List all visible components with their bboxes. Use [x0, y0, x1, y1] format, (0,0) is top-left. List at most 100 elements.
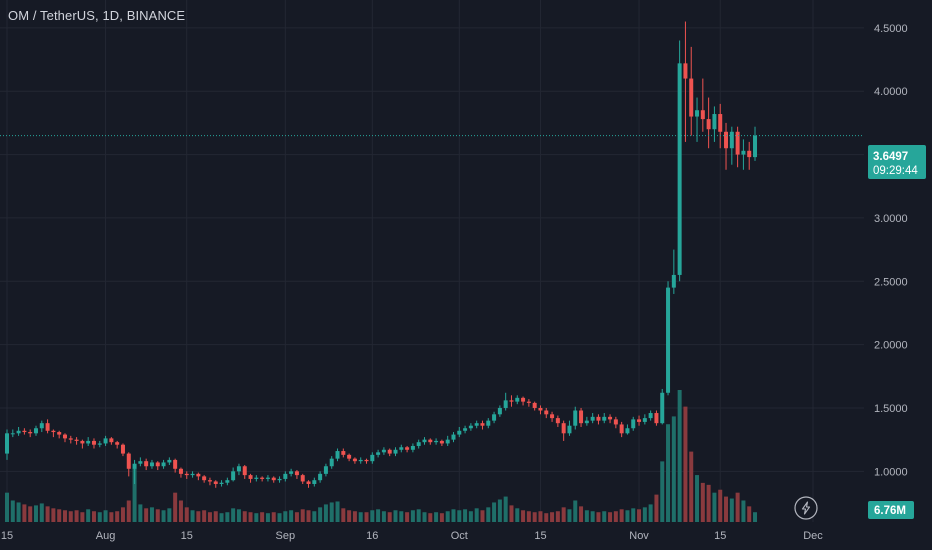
candle [439, 439, 444, 446]
candle-body [289, 471, 294, 474]
candle [329, 456, 334, 469]
volume-bar [323, 504, 328, 522]
symbol-title[interactable]: OM / TetherUS, 1D, BINANCE [8, 8, 186, 23]
candle [376, 449, 381, 458]
candle-body [410, 445, 415, 450]
candle [503, 392, 508, 411]
candle [347, 453, 352, 462]
volume-bar [695, 475, 700, 522]
candle-body [416, 442, 421, 446]
candle [700, 78, 705, 132]
price-axis[interactable]: 4.50004.00003.50003.00002.50002.00001.50… [874, 23, 908, 478]
candle [109, 437, 114, 445]
candle-body [387, 449, 392, 454]
candle [532, 401, 537, 411]
candle-body [283, 473, 288, 479]
y-tick-label: 2.0000 [874, 340, 908, 352]
candle-body [712, 114, 717, 130]
candle [184, 471, 189, 479]
candle [486, 418, 491, 429]
candle [724, 122, 729, 170]
volume-bar [555, 511, 560, 522]
volume-bar [381, 511, 386, 522]
volume-bar [567, 509, 572, 522]
volume-bar [39, 503, 44, 522]
candle [260, 476, 265, 482]
candle-body [521, 397, 526, 402]
candle [271, 476, 276, 483]
volume-bar [74, 510, 79, 522]
volume-bar [22, 504, 27, 522]
candle [555, 415, 560, 427]
candle [155, 461, 160, 471]
candle-body [671, 274, 676, 288]
candle [132, 459, 137, 484]
volume-bar [515, 508, 520, 522]
candle [735, 126, 740, 168]
candle [120, 443, 125, 457]
candle-body [637, 419, 642, 422]
volume-bar [161, 510, 166, 522]
x-tick-label: Oct [451, 530, 468, 542]
candle-body [364, 459, 369, 462]
candle [294, 470, 299, 479]
candle [480, 420, 485, 430]
candle [5, 429, 9, 460]
volume-bar [260, 512, 265, 522]
volume-bar [254, 513, 259, 522]
candle-body [254, 477, 259, 479]
candle-body [149, 462, 154, 467]
candle-body [550, 414, 555, 419]
candle [341, 448, 346, 458]
candle [80, 439, 85, 449]
candle-body [561, 423, 566, 434]
volume-bar [439, 513, 444, 522]
candle [538, 405, 543, 415]
volume-bar [80, 512, 85, 522]
volume-bar [526, 511, 531, 522]
candle [225, 477, 230, 486]
candle-body [80, 440, 85, 444]
y-tick-label: 4.5000 [874, 23, 908, 35]
candle [202, 475, 207, 483]
candle [28, 429, 33, 438]
candle-body [45, 423, 50, 431]
candle [370, 452, 375, 464]
lightning-icon[interactable] [794, 496, 818, 520]
candle-body [718, 114, 723, 132]
volume-bar [492, 502, 497, 522]
candle-body [57, 432, 62, 435]
volume-bar [683, 406, 688, 522]
candle [451, 432, 456, 443]
candle [492, 411, 497, 424]
candle [352, 457, 357, 464]
candle [741, 139, 746, 170]
candle-body [126, 453, 131, 469]
candle [613, 416, 618, 429]
volume-bar [178, 500, 183, 522]
volume-bar [10, 500, 15, 522]
candle [642, 414, 647, 425]
volume-bar [718, 489, 723, 522]
volume-bar [184, 507, 189, 522]
time-axis[interactable]: 15 Aug 15 Sep 16 Oct 15 Nov 15 Dec [1, 530, 823, 542]
candle [434, 438, 439, 445]
candle-body [642, 418, 647, 422]
candle-body [660, 392, 665, 424]
candle-body [695, 110, 700, 117]
volume-bar [91, 511, 96, 522]
volume-bar [416, 509, 421, 522]
candle-body [248, 475, 253, 479]
candle [631, 416, 636, 431]
candle-body [167, 459, 172, 463]
candle [399, 444, 404, 453]
candle [219, 480, 224, 487]
candle [16, 426, 21, 436]
volume-bar [503, 496, 508, 522]
volume-bar [619, 509, 624, 522]
volume-bar [671, 416, 676, 522]
volume-bars [5, 390, 758, 522]
volume-bar [231, 508, 236, 522]
